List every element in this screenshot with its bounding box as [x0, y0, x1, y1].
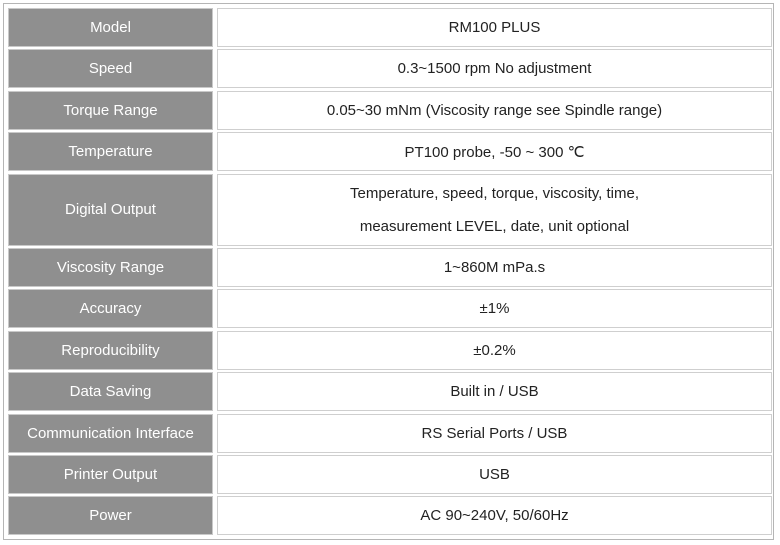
- row-label: Model: [8, 8, 213, 47]
- row-label: Accuracy: [8, 289, 213, 329]
- row-value: Temperature, speed, torque, viscosity, t…: [217, 173, 772, 246]
- row-label: Digital Output: [8, 173, 213, 246]
- row-value: Built in / USB: [217, 372, 772, 412]
- row-value: 0.3~1500 rpm No adjustment: [217, 49, 772, 89]
- row-label: Torque Range: [8, 90, 213, 130]
- row-value: ±0.2%: [217, 330, 772, 370]
- table-frame: [3, 3, 774, 540]
- row-label: Power: [8, 496, 213, 536]
- row-label: Temperature: [8, 132, 213, 172]
- row-label: Reproducibility: [8, 330, 213, 370]
- row-value: RM100 PLUS: [217, 8, 772, 47]
- value-line: measurement LEVEL, date, unit optional: [359, 217, 630, 235]
- row-label: Speed: [8, 49, 213, 89]
- row-value: 0.05~30 mNm (Viscosity range see Spindle…: [217, 90, 772, 130]
- row-label: Viscosity Range: [8, 248, 213, 287]
- row-value: PT100 probe, -50 ~ 300 ℃: [217, 132, 772, 172]
- row-value: USB: [217, 455, 772, 494]
- row-value: 1~860M mPa.s: [217, 248, 772, 287]
- row-label: Communication Interface: [8, 413, 213, 453]
- row-value: RS Serial Ports / USB: [217, 413, 772, 453]
- row-label: Printer Output: [8, 455, 213, 494]
- row-value: ±1%: [217, 289, 772, 329]
- value-line: Temperature, speed, torque, viscosity, t…: [349, 184, 639, 202]
- row-value: AC 90~240V, 50/60Hz: [217, 496, 772, 536]
- row-label: Data Saving: [8, 372, 213, 412]
